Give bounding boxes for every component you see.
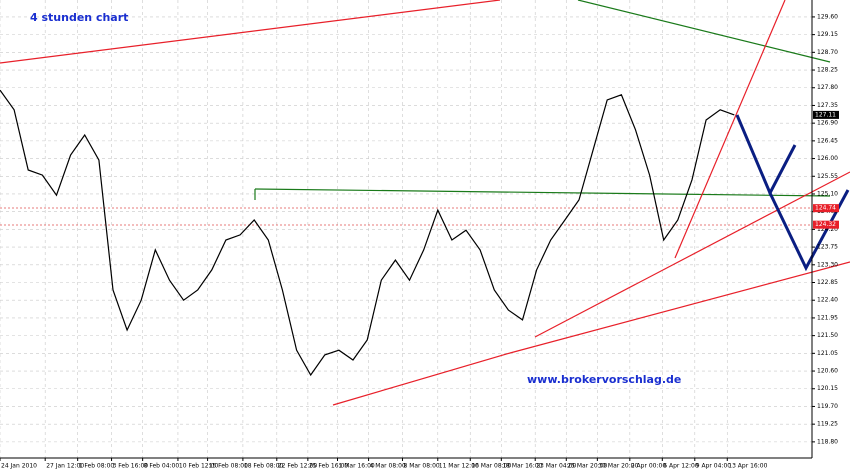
x-tick-label: 22 Feb 12:00 xyxy=(278,463,318,470)
y-tick-label: 125.55 xyxy=(817,173,838,180)
price-tag xyxy=(813,204,839,213)
x-tick-label: 4 Mar 08:00 xyxy=(370,463,406,470)
last-price-tag xyxy=(813,110,839,119)
grid xyxy=(0,0,812,458)
x-tick-label: 23 Mar 04:00 xyxy=(536,463,576,470)
trend-line xyxy=(254,188,831,197)
annotation: www.brokervorschlag.de xyxy=(527,373,681,386)
y-tick-label: 129.15 xyxy=(817,31,838,38)
y-tick-label: 118.80 xyxy=(817,438,838,445)
x-tick-label: 1 Feb 08:00 xyxy=(79,463,115,470)
y-tick-label: 119.25 xyxy=(817,421,838,428)
x-tick-label: 25 Mar 20:00 xyxy=(567,463,607,470)
price-tag-label: 124.32 xyxy=(815,221,836,228)
last-price-label: 127.11 xyxy=(815,111,836,118)
y-tick-label: 126.90 xyxy=(817,120,838,127)
x-tick-label: 6 Apr 12:00 xyxy=(663,463,698,470)
x-tick-label: 8 Mar 08:00 xyxy=(403,463,439,470)
y-tick-label: 125.10 xyxy=(817,190,838,197)
x-tick-label: 18 Mar 16:00 xyxy=(502,463,542,470)
chart-title: 4 stunden chart xyxy=(30,11,128,24)
x-tick-label: 2 Apr 00:00 xyxy=(631,463,666,470)
trend-line xyxy=(534,171,850,338)
y-tick-label: 129.60 xyxy=(817,13,838,20)
x-tick-label: 25 Feb 16:00 xyxy=(309,463,349,470)
x-tick-label: 27 Jan 12:00 xyxy=(46,463,84,470)
x-tick-label: 30 Mar 20:00 xyxy=(598,463,638,470)
plot xyxy=(0,89,735,377)
y-tick-label: 122.40 xyxy=(817,297,838,304)
y-tick-label: 123.30 xyxy=(817,261,838,268)
y-tick-label: 122.85 xyxy=(817,279,838,286)
y-tick-label: 124.20 xyxy=(817,226,838,233)
projection xyxy=(768,189,850,272)
y-tick-label: 121.95 xyxy=(817,314,838,321)
x-tick-label: 15 Feb 08:00 xyxy=(209,463,249,470)
y-tick-label: 128.25 xyxy=(817,67,838,74)
x-tick-label: 1 Mar 16:00 xyxy=(339,463,375,470)
x-tick-label: 3 Feb 16:00 xyxy=(113,463,149,470)
trend-line xyxy=(577,0,831,63)
x-tick-label: 13 Apr 16:00 xyxy=(728,463,767,470)
y-tick-label: 119.70 xyxy=(817,403,838,410)
price-tag-label: 124.74 xyxy=(815,205,836,212)
y-tick-label: 126.45 xyxy=(817,137,838,144)
x-tick-label: 10 Feb 12:00 xyxy=(179,463,219,470)
price-line xyxy=(0,89,735,377)
trend-line xyxy=(674,0,786,259)
y-tick-label: 121.50 xyxy=(817,332,838,339)
x-tick-label: 9 Apr 04:00 xyxy=(696,463,731,470)
price-tag xyxy=(813,220,839,229)
y-tick-label: 127.35 xyxy=(817,102,838,109)
x-tick-label: 18 Feb 08:00 xyxy=(244,463,284,470)
y-tick-label: 128.70 xyxy=(817,49,838,56)
trend-line xyxy=(509,261,850,354)
y-tick-label: 121.05 xyxy=(817,350,838,357)
x-tick-label: 24 Jan 2010 xyxy=(1,463,37,470)
x-tick-label: 8 Feb 04:00 xyxy=(144,463,180,470)
x-tick-label: 11 Mar 12:00 xyxy=(439,463,479,470)
trend-lines xyxy=(0,0,850,406)
y-tick-label: 120.15 xyxy=(817,385,838,392)
y-tick-label: 127.80 xyxy=(817,84,838,91)
y-tick-label: 123.75 xyxy=(817,244,838,251)
y-tick-label: 120.60 xyxy=(817,368,838,375)
y-tick-label: 126.00 xyxy=(817,155,838,162)
trend-line xyxy=(332,352,511,406)
trend-line xyxy=(0,0,501,64)
x-tick-label: 16 Mar 08:00 xyxy=(471,463,511,470)
